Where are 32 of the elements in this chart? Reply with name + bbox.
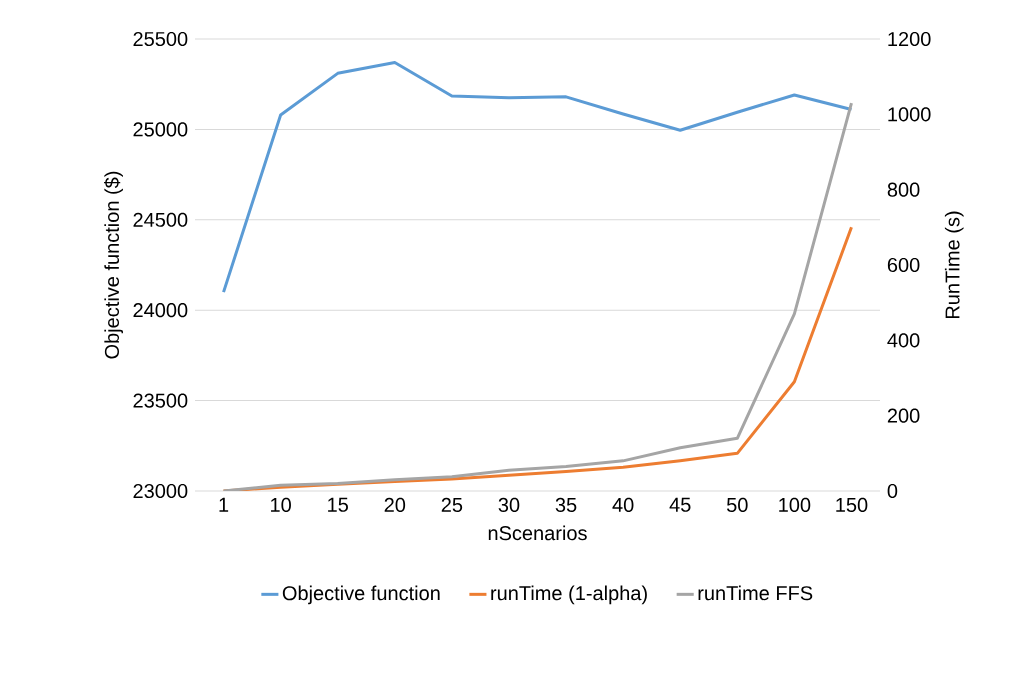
legend-label: runTime FFS — [698, 585, 813, 601]
y-tick-label: 24000 — [133, 303, 188, 318]
y2-tick-label: 200 — [887, 408, 920, 423]
y2-axis-title: RunTime (s) — [944, 211, 964, 318]
x-tick-label: 35 — [555, 497, 577, 513]
x-tick-label: 15 — [328, 497, 348, 512]
x-tick-label: 150 — [836, 497, 868, 513]
line-series — [222, 101, 853, 491]
y-tick-label: 23000 — [133, 483, 188, 499]
y2-tick-label: 0 — [887, 483, 898, 499]
y-tick-label: 24500 — [133, 212, 188, 227]
x-tick-label: 45 — [669, 497, 691, 512]
x-tick-label: 20 — [384, 497, 406, 513]
legend-label: runTime (1-alpha) — [491, 585, 647, 605]
x-axis-title: nScenarios — [488, 525, 587, 541]
x-tick-label: 40 — [612, 497, 634, 513]
x-tick-label: 25 — [441, 497, 463, 513]
x-tick-label: 1 — [219, 497, 229, 512]
x-tick-label: 50 — [726, 497, 748, 513]
y2-tick-label: 600 — [887, 257, 920, 273]
y-tick-label: 25500 — [133, 31, 188, 47]
y2-tick-label: 800 — [887, 182, 920, 197]
y-axis-title: Objective function ($) — [104, 171, 123, 359]
y2-tick-label: 400 — [887, 333, 920, 348]
y-tick-label: 23500 — [133, 393, 188, 408]
x-tick-label: 10 — [271, 497, 291, 513]
y-tick-label: 25000 — [133, 122, 188, 137]
y2-tick-label: 1000 — [888, 107, 931, 122]
y2-tick-label: 1200 — [888, 31, 931, 47]
x-tick-label: 30 — [498, 497, 520, 513]
legend-label: Objective function — [282, 585, 440, 605]
x-tick-label: 100 — [779, 497, 811, 513]
